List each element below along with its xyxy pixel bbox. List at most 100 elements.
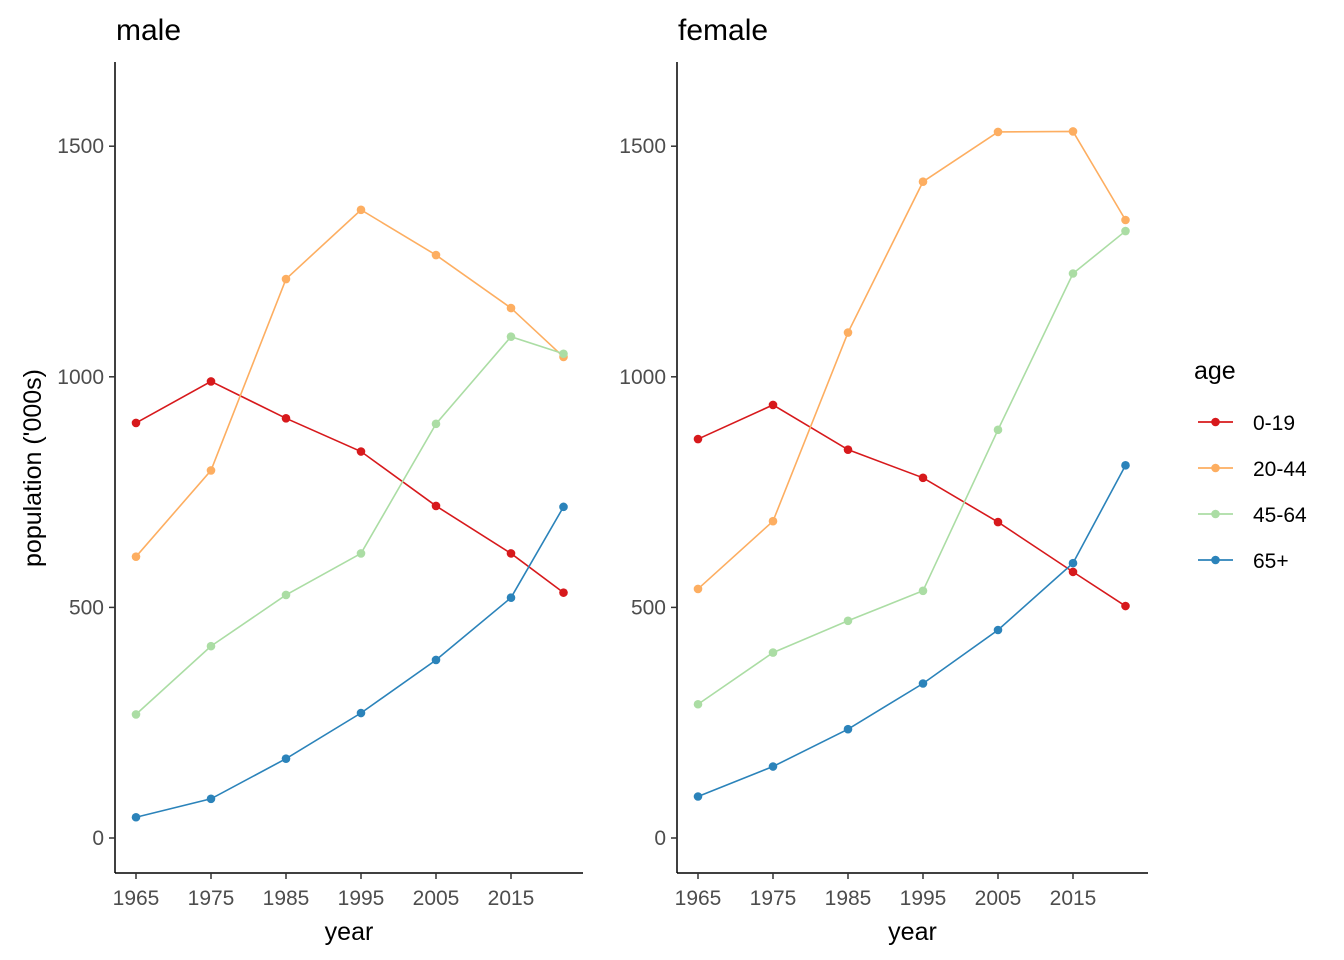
data-point: [993, 517, 1003, 527]
data-point: [559, 502, 568, 512]
panel-female: female 0 500 1000 1500 1965 1975 1985 1995 2005 20…: [619, 14, 1148, 946]
series-0-19: [131, 377, 568, 597]
series-line-45-64: [135, 335, 564, 715]
x-tick-label: 1995: [338, 887, 385, 910]
data-point: [206, 641, 216, 651]
data-point: [356, 447, 366, 456]
data-point: [918, 177, 928, 187]
data-point: [843, 616, 853, 626]
legend-key-65+: [1198, 555, 1233, 565]
data-point: [206, 466, 216, 475]
series-line-45-64: [697, 230, 1127, 705]
legend-label: 65+: [1253, 550, 1289, 573]
series-line-20-44: [135, 208, 565, 558]
series-65+: [693, 461, 1130, 801]
data-point: [1121, 226, 1130, 236]
x-tick-label: 2005: [413, 887, 460, 910]
data-point: [431, 250, 441, 260]
data-point: [1121, 215, 1130, 225]
data-point: [506, 549, 516, 558]
data-point: [918, 586, 928, 596]
x-tick-label: 1975: [188, 887, 235, 910]
data-point: [1068, 558, 1078, 568]
data-point: [131, 418, 141, 428]
data-point: [918, 473, 928, 483]
data-point: [206, 377, 216, 386]
data-point: [559, 588, 568, 597]
data-point: [506, 303, 516, 313]
series-0-19: [693, 400, 1130, 611]
data-point: [993, 425, 1003, 435]
x-tick-label: 1965: [113, 887, 160, 910]
data-point: [131, 552, 141, 561]
x-axis-title: year: [888, 918, 937, 946]
y-tick-label: 1500: [57, 135, 104, 158]
legend: age 0-19 20-44 45-64 65+: [1194, 357, 1307, 573]
y-tick-label: 1000: [57, 366, 104, 389]
legend-key-point: [1211, 417, 1220, 427]
data-point: [431, 419, 441, 429]
series-65+: [131, 502, 568, 822]
series-line-65+: [135, 506, 565, 819]
y-tick-label: 500: [631, 596, 666, 619]
x-tick-label: 1985: [263, 887, 310, 910]
y-axis-title: population ('000s): [19, 369, 47, 567]
data-point: [768, 648, 778, 657]
panel-male: male 0 500 1000 1500 1965 1975 1985 1995 2005 2015…: [57, 14, 583, 946]
legend-key-20-44: [1198, 463, 1233, 473]
legend-label: 45-64: [1253, 504, 1307, 527]
data-point: [693, 699, 703, 709]
x-axis-title: year: [325, 918, 374, 946]
data-point: [431, 501, 441, 511]
x-tick-label: 2005: [975, 887, 1022, 910]
data-point: [559, 349, 568, 359]
y-tick-label: 1500: [619, 135, 666, 158]
series-line-65+: [697, 464, 1127, 798]
data-point: [843, 445, 853, 454]
data-point: [1121, 461, 1130, 470]
data-point: [1068, 269, 1078, 278]
data-point: [843, 724, 853, 734]
series-line-0-19: [135, 380, 564, 594]
series-line-20-44: [697, 130, 1127, 590]
data-point: [431, 655, 441, 665]
data-point: [206, 794, 216, 804]
data-point: [918, 679, 928, 688]
data-point: [768, 762, 778, 771]
legend-key-point: [1211, 555, 1220, 565]
data-point: [693, 792, 703, 801]
legend-title: age: [1194, 357, 1236, 385]
legend-key-45-64: [1198, 509, 1233, 519]
data-point: [506, 332, 516, 341]
data-point: [506, 593, 516, 603]
series-20-44: [693, 127, 1130, 594]
series-45-64: [131, 332, 568, 719]
x-tick-label: 1965: [675, 887, 722, 910]
data-point: [281, 414, 291, 423]
data-point: [993, 127, 1003, 137]
y-tick-label: 1000: [619, 366, 666, 389]
data-point: [993, 625, 1003, 635]
legend-key-0-19: [1198, 417, 1233, 427]
data-point: [1068, 127, 1078, 136]
legend-label: 20-44: [1253, 458, 1307, 481]
data-point: [693, 584, 703, 594]
data-point: [843, 328, 853, 337]
x-tick-label: 2015: [488, 887, 535, 910]
legend-key-point: [1211, 509, 1220, 519]
series-line-0-19: [697, 404, 1126, 607]
y-tick-label: 0: [654, 827, 666, 850]
data-point: [356, 708, 366, 718]
x-tick-label: 1995: [900, 887, 947, 910]
data-point: [1121, 601, 1130, 611]
data-point: [131, 710, 141, 719]
data-point: [131, 812, 141, 822]
series-45-64: [693, 226, 1130, 709]
data-point: [693, 434, 703, 444]
panel-title: female: [678, 14, 768, 47]
data-point: [281, 274, 291, 284]
x-tick-label: 1975: [750, 887, 797, 910]
data-point: [1068, 567, 1078, 577]
data-point: [768, 400, 778, 410]
data-point: [281, 590, 291, 600]
